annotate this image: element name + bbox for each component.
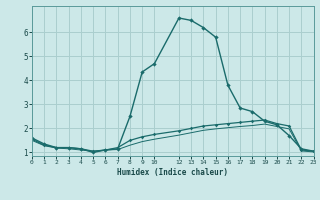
X-axis label: Humidex (Indice chaleur): Humidex (Indice chaleur) [117,168,228,177]
